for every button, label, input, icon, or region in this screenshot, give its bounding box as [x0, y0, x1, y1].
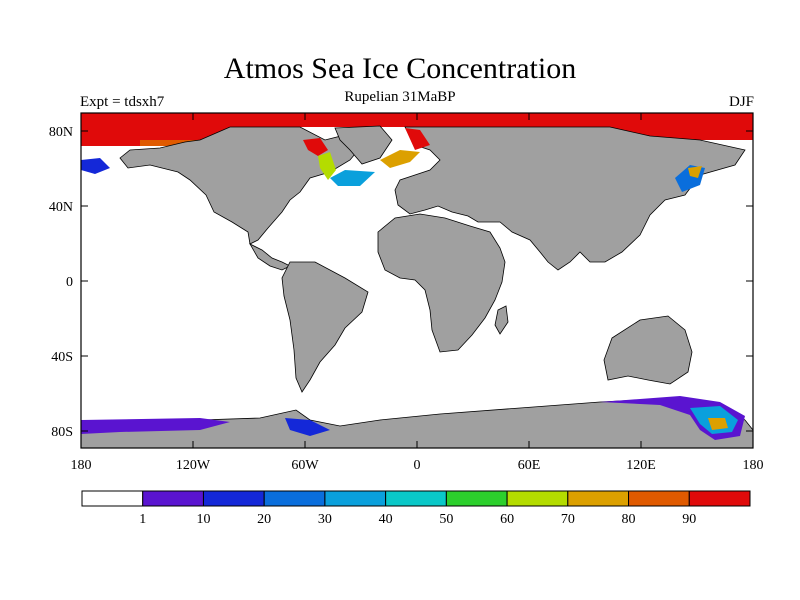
colorbar-label: 80 — [622, 512, 636, 527]
norwegian-ice — [405, 128, 430, 150]
land-africa — [377, 213, 506, 353]
lat-tick-40s: 40S — [51, 350, 73, 365]
colorbar-swatch — [445, 490, 508, 507]
colorbar-swatch — [81, 490, 144, 507]
season-label: DJF — [728, 94, 754, 110]
antarctic-ice-west — [81, 418, 230, 434]
lat-tick-80s: 80S — [51, 425, 73, 440]
colorbar: 1 10 20 30 40 50 60 70 80 90 — [81, 490, 751, 527]
antarctic-ice-east-core — [708, 418, 728, 430]
lon-tick-0: 0 — [414, 458, 421, 473]
experiment-label: Expt = tdsxh7 — [80, 94, 165, 110]
colorbar-swatch — [506, 490, 569, 507]
colorbar-swatch — [202, 490, 265, 507]
labrador-ice-2 — [318, 152, 336, 180]
colorbar-swatch — [628, 490, 690, 507]
colorbar-label: 90 — [682, 512, 696, 527]
map-area — [81, 113, 753, 448]
lon-tick-180e: 180 — [743, 458, 764, 473]
lat-tick-40n: 40N — [49, 200, 73, 215]
colorbar-label: 50 — [439, 512, 453, 527]
lon-tick-120w: 120W — [176, 458, 211, 473]
land-madagascar — [494, 305, 509, 335]
colorbar-label: 60 — [500, 512, 514, 527]
map-title: Atmos Sea Ice Concentration — [223, 52, 577, 85]
colorbar-swatch — [263, 490, 326, 507]
labrador-ice — [303, 138, 328, 156]
colorbar-label: 20 — [257, 512, 271, 527]
colorbar-swatch — [385, 490, 447, 507]
colorbar-label: 1 — [139, 512, 146, 527]
land-greenland — [334, 125, 393, 165]
bering-ice — [81, 158, 110, 174]
land-antarctica — [81, 397, 753, 448]
lon-tick-60w: 60W — [291, 458, 319, 473]
arctic-ice-west — [81, 127, 230, 146]
lon-tick-60e: 60E — [518, 458, 541, 473]
colorbar-label: 70 — [561, 512, 575, 527]
lon-tick-180w: 180 — [71, 458, 92, 473]
lon-tick-120e: 120E — [626, 458, 656, 473]
labrador-ice-3 — [330, 170, 375, 186]
map-subtitle: Rupelian 31MaBP — [344, 89, 456, 105]
pacific-ice-2 — [688, 166, 702, 178]
lon-axis: 180 120W 60W 0 60E 120E 180 — [71, 113, 764, 473]
colorbar-label: 30 — [318, 512, 332, 527]
lat-tick-80n: 80N — [49, 125, 73, 140]
land-south-america — [281, 261, 369, 393]
arctic-ice-east — [610, 127, 753, 140]
colorbar-swatch — [142, 490, 204, 507]
lat-axis: 80N 40N 0 40S 80S — [49, 125, 753, 440]
land-australia — [603, 315, 693, 385]
lat-tick-0: 0 — [66, 275, 73, 290]
colorbar-swatch — [688, 490, 751, 507]
antarctic-ice-west-2 — [285, 418, 330, 436]
colorbar-swatch — [567, 490, 630, 507]
colorbar-label: 10 — [196, 512, 210, 527]
colorbar-swatch — [324, 490, 387, 507]
norwegian-ice-2 — [380, 150, 420, 168]
colorbar-label: 40 — [379, 512, 393, 527]
